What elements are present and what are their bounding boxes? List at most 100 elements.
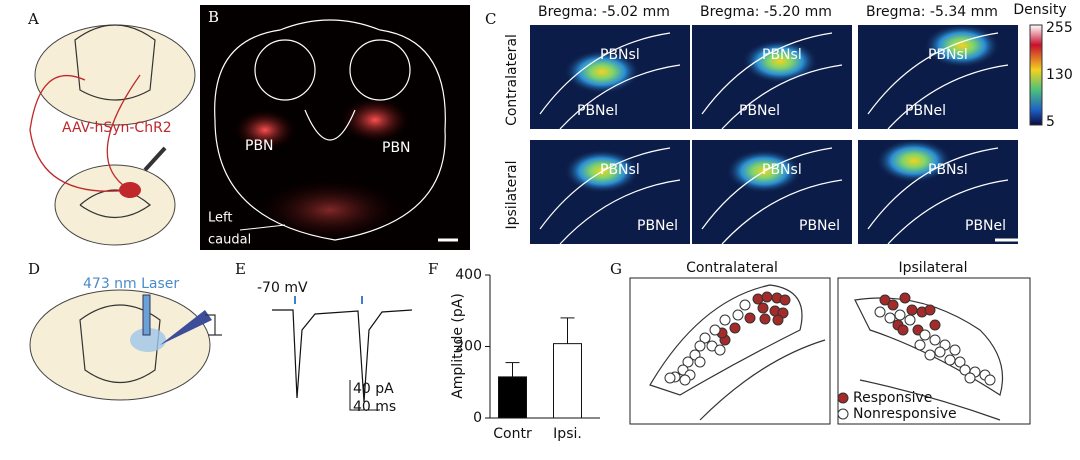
panel-letter: A: [27, 10, 39, 28]
x-tick-label: Contr: [493, 426, 532, 442]
optic-fiber: [142, 294, 151, 336]
region-label: PBNel: [965, 218, 1006, 234]
panel-c: C Contralateral Ipsilateral Density 255 …: [485, 2, 1073, 245]
responsive-cell: [757, 302, 769, 314]
nonresponsive-cell: [874, 306, 886, 318]
responsive-cell: [924, 304, 936, 316]
y-tick-label: 400: [455, 267, 482, 283]
nonresponsive-cell: [732, 309, 744, 321]
brainstem-outline: [74, 24, 156, 101]
panel-b: PBN PBN Left caudal B: [200, 5, 470, 250]
region-outline: [701, 147, 843, 245]
colorbar: [1029, 24, 1043, 126]
brainstem: [34, 24, 196, 126]
nonresponsive-cell: [984, 374, 996, 386]
nonresponsive-cell: [664, 372, 676, 384]
region-label: PBNsl: [600, 47, 640, 63]
region-outline: [539, 147, 681, 245]
panel-a: A AAV-hSyn-ChR2: [27, 10, 196, 246]
brainstem: [29, 289, 211, 401]
direction-label: Left: [208, 211, 232, 226]
current-trace: [272, 309, 413, 403]
nonresponsive-cell: [679, 374, 691, 386]
bar: [498, 376, 527, 419]
column-title: Bregma: -5.02 mm: [538, 4, 670, 20]
responsive-cell: [752, 293, 764, 305]
responsive-cell: [744, 312, 756, 324]
region-label: PBNel: [577, 103, 618, 119]
nonresponsive-cell: [914, 339, 926, 351]
nonresponsive-cell: [919, 329, 931, 341]
region-label: PBNsl: [600, 162, 640, 178]
section-outline: [214, 19, 446, 241]
scale-label: 40 ms: [353, 399, 396, 415]
responsive-cell: [897, 324, 909, 336]
map-title: Ipsilateral: [899, 260, 968, 276]
outline: [699, 339, 826, 421]
nonresponsive-cell: [924, 349, 936, 361]
laser-label: 473 nm Laser: [83, 276, 179, 292]
holding-label: -70 mV: [257, 280, 308, 296]
legend-marker: [837, 408, 849, 420]
nonresponsive-cell: [929, 334, 941, 346]
y-tick-label: 200: [455, 339, 482, 355]
colorbar-tick: 255: [1046, 20, 1073, 36]
light-spot: [130, 328, 166, 352]
responsive-cell: [879, 294, 891, 306]
signal: [235, 110, 295, 150]
panel-letter: D: [28, 260, 40, 278]
row-label: Contralateral: [504, 34, 520, 126]
panel-f: F Amplitude (pA) 0 200 400 Contr Ipsi.: [428, 260, 600, 442]
region-label: PBNsl: [762, 47, 802, 63]
scale-label: 40 pA: [353, 381, 394, 397]
responsive-cell: [899, 292, 911, 304]
outline: [859, 379, 1001, 421]
nonresponsive-cell: [739, 299, 751, 311]
row-label: Ipsilateral: [504, 161, 520, 230]
projection: [29, 74, 141, 192]
nonresponsive-cell: [709, 324, 721, 336]
nonresponsive-cell: [904, 314, 916, 326]
panel-e: E -70 mV 40 pA 40 ms: [235, 260, 413, 415]
nonresponsive-cell: [682, 356, 694, 368]
nonresponsive-cell: [934, 346, 946, 358]
region-outline: [701, 32, 843, 130]
region-label: PBN: [245, 138, 274, 154]
region-label: PBNel: [739, 103, 780, 119]
column-title: Bregma: -5.34 mm: [866, 4, 998, 20]
direction-label: caudal: [208, 233, 251, 248]
electrode: [160, 310, 212, 345]
responsive-cell: [761, 291, 773, 303]
region-label: PBNel: [905, 103, 946, 119]
map-title: Contralateral: [686, 260, 778, 276]
responsive-cell: [906, 304, 918, 316]
ground: [205, 314, 222, 336]
responsive-cell: [759, 313, 771, 325]
arrow: [239, 224, 286, 231]
column-title: Bregma: -5.20 mm: [700, 4, 832, 20]
region-label: PBN: [382, 140, 411, 156]
region-label: PBNel: [637, 218, 678, 234]
nonresponsive-cell: [894, 309, 906, 321]
panel-d: D 473 nm Laser: [28, 260, 222, 401]
region-label: PBNsl: [928, 162, 968, 178]
signal: [341, 98, 409, 142]
colorbar-tick: 130: [1046, 67, 1073, 83]
outline: [254, 39, 316, 101]
nonresponsive-cell: [884, 312, 896, 324]
panel-letter: E: [235, 260, 246, 278]
gray-matter: [79, 189, 151, 218]
nonresponsive-cell: [954, 356, 966, 368]
legend-label: Responsive: [853, 390, 932, 406]
signal: [260, 180, 400, 240]
scale-bar: [349, 380, 380, 411]
responsive-cell: [772, 314, 784, 326]
legend-marker: [837, 392, 849, 404]
panel-letter: F: [428, 260, 438, 278]
syringe: [143, 146, 167, 172]
nonresponsive-cell: [964, 372, 976, 384]
responsive-cell: [929, 319, 941, 331]
spinal-cord: [54, 164, 176, 246]
region-outline: [539, 32, 681, 130]
